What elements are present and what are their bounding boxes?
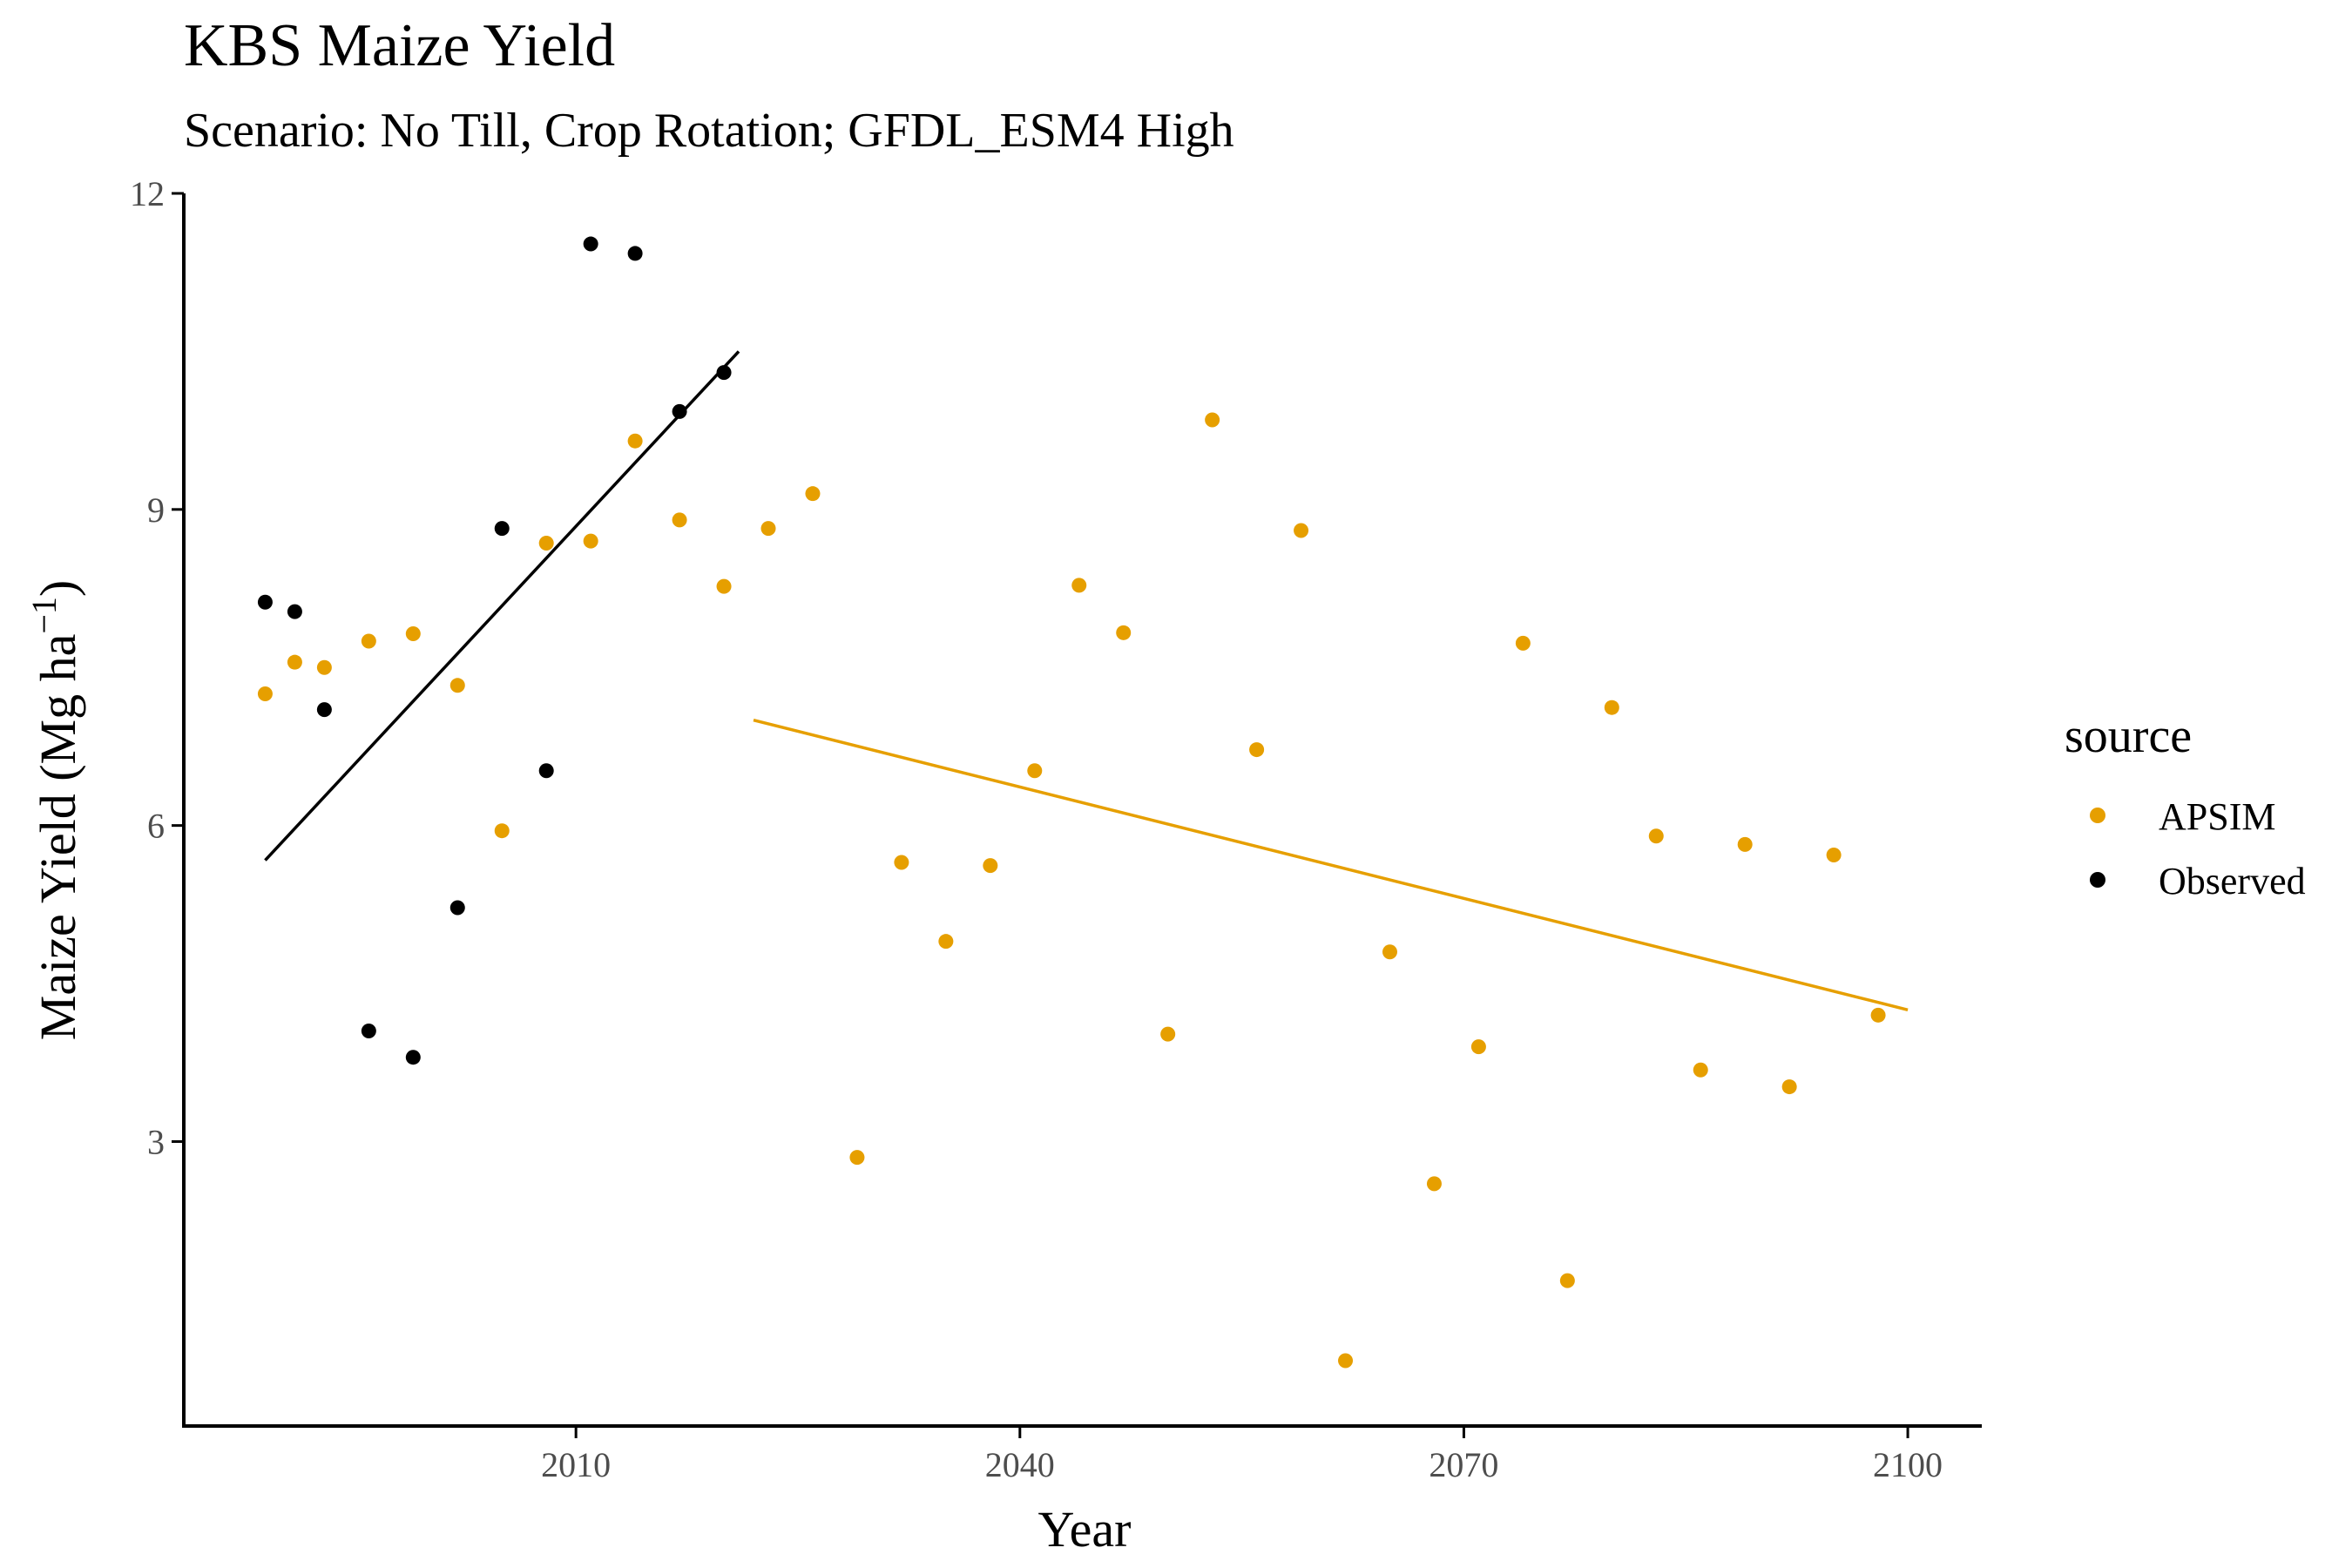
point-observed [583, 236, 598, 252]
point-apsim [1426, 1176, 1442, 1192]
point-apsim [1294, 523, 1309, 538]
y-axis-title-unit-exponent: −1 [24, 597, 64, 634]
legend-key-observed [2090, 872, 2105, 888]
point-apsim [1515, 635, 1531, 651]
point-observed [405, 1050, 421, 1065]
x-tick-label: 2070 [1429, 1445, 1498, 1484]
point-observed [716, 365, 732, 381]
legend: source APSIM Observed [2065, 709, 2306, 902]
x-tick-label: 2040 [985, 1445, 1055, 1484]
data-points [257, 236, 1886, 1369]
trend-lines [264, 350, 1909, 1011]
legend-title: source [2065, 709, 2192, 763]
y-tick-label: 9 [147, 490, 165, 530]
point-apsim [1693, 1062, 1708, 1078]
point-apsim [627, 433, 643, 449]
point-observed [449, 900, 465, 916]
y-ticks: 3 6 9 12 [130, 174, 184, 1161]
point-apsim [1470, 1039, 1486, 1055]
x-ticks: 2010 2040 2070 2100 [541, 1426, 1943, 1484]
y-axis-title-close: ) [30, 580, 86, 597]
point-apsim [938, 934, 954, 950]
point-observed [361, 1023, 376, 1038]
point-apsim [983, 858, 998, 874]
point-observed [672, 403, 687, 419]
point-apsim [449, 678, 465, 693]
point-apsim [316, 659, 332, 675]
point-apsim [361, 633, 376, 649]
point-apsim [1648, 828, 1664, 844]
point-apsim [760, 521, 776, 537]
point-observed [257, 594, 273, 610]
point-apsim [1559, 1273, 1575, 1288]
y-tick-label: 3 [147, 1122, 165, 1161]
point-apsim [805, 486, 821, 502]
point-apsim [1338, 1353, 1354, 1369]
point-apsim [716, 578, 732, 594]
point-apsim [1205, 412, 1220, 428]
point-apsim [1781, 1079, 1797, 1095]
point-apsim [1737, 836, 1753, 852]
point-observed [538, 763, 554, 779]
point-observed [494, 521, 510, 537]
y-axis-title: Maize Yield (Mg ha−1) [24, 580, 86, 1040]
point-observed [287, 604, 302, 619]
point-apsim [1249, 742, 1265, 758]
y-axis-title-main: Maize Yield (Mg ha [30, 634, 86, 1041]
point-apsim [1870, 1007, 1886, 1023]
x-axis-title: Year [1038, 1501, 1132, 1558]
y-tick-label: 12 [130, 174, 165, 213]
point-apsim [849, 1150, 865, 1166]
legend-label-observed: Observed [2159, 860, 2306, 902]
point-observed [627, 246, 643, 261]
y-tick-label: 6 [147, 807, 165, 846]
point-apsim [1826, 848, 1842, 863]
point-apsim [1604, 700, 1619, 715]
point-apsim [583, 533, 598, 549]
point-apsim [1071, 578, 1087, 593]
point-apsim [1027, 763, 1043, 779]
legend-label-apsim: APSIM [2159, 795, 2276, 838]
trend-line-apsim [753, 719, 1909, 1011]
point-apsim [1116, 625, 1132, 640]
point-observed [316, 702, 332, 718]
chart-subtitle: Scenario: No Till, Crop Rotation; GFDL_E… [184, 104, 1234, 158]
point-apsim [894, 855, 909, 870]
axes [182, 193, 1982, 1428]
point-apsim [1382, 944, 1397, 960]
point-apsim [257, 686, 273, 701]
point-apsim [538, 536, 554, 551]
point-apsim [672, 512, 687, 528]
legend-key-apsim [2090, 808, 2105, 823]
trend-line-observed [264, 350, 740, 862]
x-tick-label: 2010 [541, 1445, 611, 1484]
point-apsim [287, 654, 302, 670]
point-apsim [405, 626, 421, 642]
point-apsim [1160, 1026, 1176, 1042]
chart-title: KBS Maize Yield [184, 12, 616, 79]
point-apsim [494, 823, 510, 839]
x-tick-label: 2100 [1873, 1445, 1943, 1484]
